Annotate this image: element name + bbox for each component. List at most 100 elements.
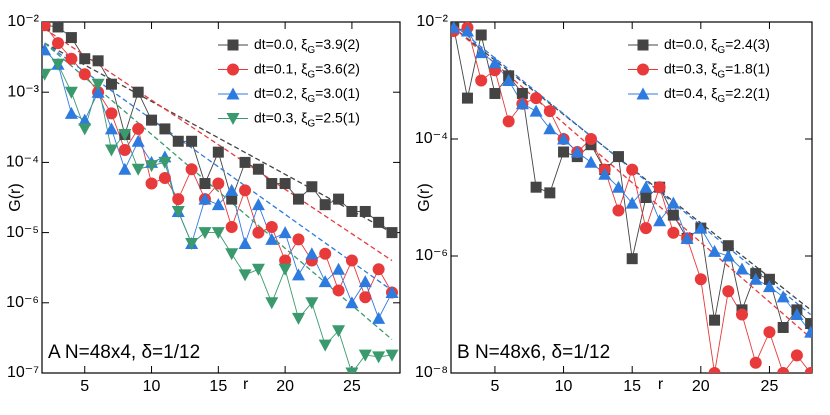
marker (598, 167, 612, 180)
marker (132, 122, 145, 135)
marker (42, 43, 52, 56)
x-tick-label: 10 (555, 378, 573, 395)
marker (225, 248, 239, 261)
legend-marker (637, 39, 649, 51)
marker (42, 22, 51, 32)
marker (451, 22, 461, 34)
marker (653, 181, 666, 194)
marker (185, 163, 198, 176)
marker (118, 162, 132, 175)
marker (722, 240, 734, 252)
x-axis-label: r (243, 376, 249, 393)
x-tick-label: 5 (80, 378, 89, 395)
marker (171, 205, 185, 218)
marker (516, 87, 528, 99)
marker (345, 254, 358, 267)
y-tick-label: 10⁻² (7, 13, 39, 30)
marker (239, 184, 252, 197)
marker (118, 128, 132, 141)
marker (557, 132, 571, 145)
marker (626, 253, 638, 265)
marker (65, 52, 78, 65)
marker (358, 275, 372, 288)
marker (198, 192, 212, 205)
marker (666, 196, 680, 209)
x-tick-label: 15 (209, 378, 227, 395)
marker (292, 233, 305, 246)
marker (52, 37, 65, 50)
legend-label: dt=0.1, ξG=3.6(2) (254, 60, 360, 80)
marker (805, 318, 812, 330)
marker (199, 178, 211, 190)
marker (475, 74, 488, 87)
marker (278, 226, 292, 239)
marker (91, 85, 105, 98)
marker (708, 367, 721, 373)
marker (212, 146, 224, 158)
marker (279, 254, 292, 267)
marker (185, 237, 199, 250)
legend-marker (636, 87, 650, 100)
fit-line (453, 27, 812, 339)
y-axis-label: G(r) (416, 183, 433, 211)
marker (763, 326, 776, 339)
plot-frame (41, 21, 401, 374)
marker (544, 187, 556, 199)
marker (292, 193, 304, 205)
marker (653, 214, 667, 227)
marker (680, 231, 694, 244)
y-tick-label: 10⁻⁷ (7, 364, 39, 381)
marker (515, 97, 529, 110)
marker (333, 193, 345, 205)
legend-marker (227, 39, 239, 51)
marker (502, 115, 515, 128)
marker (694, 221, 708, 234)
marker (252, 163, 264, 175)
marker (373, 216, 385, 228)
y-tick-label: 10⁻⁶ (6, 294, 39, 311)
marker (226, 193, 238, 205)
x-tick-label: 20 (276, 378, 294, 395)
fit-line (44, 42, 393, 291)
marker (105, 107, 118, 120)
marker (777, 321, 789, 333)
marker (251, 263, 265, 276)
marker (239, 156, 251, 168)
plot-frame (450, 21, 813, 374)
marker (749, 356, 762, 369)
marker (585, 133, 598, 145)
marker (318, 275, 332, 288)
y-tick-label: 10⁻² (416, 13, 448, 30)
marker (238, 269, 252, 282)
marker (722, 285, 735, 298)
legend-marker (226, 87, 240, 100)
marker (667, 209, 679, 221)
marker (735, 262, 749, 275)
fit-line (44, 28, 393, 262)
marker (639, 180, 653, 193)
marker (359, 291, 372, 304)
marker (158, 156, 172, 169)
marker (488, 56, 502, 69)
marker (777, 367, 790, 373)
legend-marker (227, 63, 239, 76)
marker (198, 227, 212, 240)
marker (461, 92, 473, 104)
marker (385, 349, 399, 362)
marker (278, 263, 292, 276)
marker (225, 183, 239, 196)
x-tick-label: 10 (143, 378, 161, 395)
marker (78, 123, 92, 136)
marker (265, 232, 279, 245)
marker (78, 68, 91, 81)
marker (104, 144, 118, 157)
marker (372, 263, 385, 276)
marker (708, 244, 722, 257)
marker (265, 297, 279, 310)
marker (709, 314, 721, 326)
marker (790, 349, 803, 362)
marker (332, 262, 346, 275)
marker (132, 86, 144, 98)
marker (291, 312, 305, 325)
